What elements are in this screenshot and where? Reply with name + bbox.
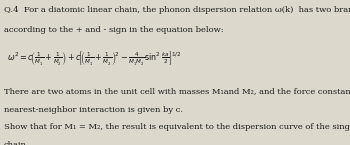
- Text: nearest-neighbor interaction is given by c.: nearest-neighbor interaction is given by…: [4, 106, 182, 114]
- Text: There are two atoms in the unit cell with masses M₁and M₂, and the force constan: There are two atoms in the unit cell wit…: [4, 87, 350, 95]
- Text: according to the + and - sign in the equation below:: according to the + and - sign in the equ…: [4, 26, 223, 34]
- Text: Show that for M₁ = M₂, the result is equivalent to the dispersion curve of the s: Show that for M₁ = M₂, the result is equ…: [4, 123, 350, 131]
- Text: $\omega^2 = c\!\left(\frac{1}{M_1} + \frac{1}{M_2}\right) + c\!\left[\!\left(\fr: $\omega^2 = c\!\left(\frac{1}{M_1} + \fr…: [7, 49, 181, 67]
- Text: Q.4  For a diatomic linear chain, the phonon dispersion relation ω(k)  has two b: Q.4 For a diatomic linear chain, the pho…: [4, 6, 350, 14]
- Text: chain.: chain.: [4, 141, 29, 145]
